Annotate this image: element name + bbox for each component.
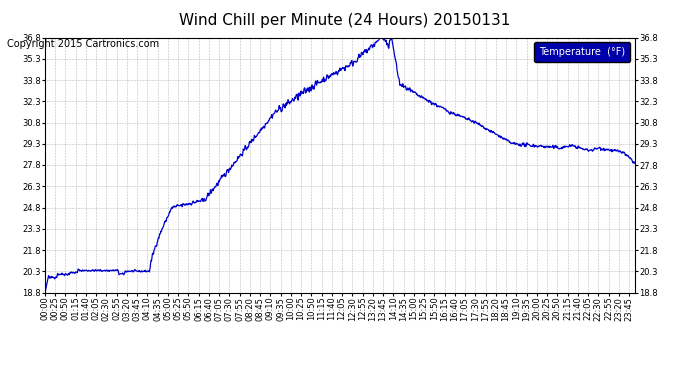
Text: Wind Chill per Minute (24 Hours) 20150131: Wind Chill per Minute (24 Hours) 2015013…: [179, 13, 511, 28]
Legend: Temperature  (°F): Temperature (°F): [534, 42, 630, 62]
Text: Copyright 2015 Cartronics.com: Copyright 2015 Cartronics.com: [7, 39, 159, 50]
